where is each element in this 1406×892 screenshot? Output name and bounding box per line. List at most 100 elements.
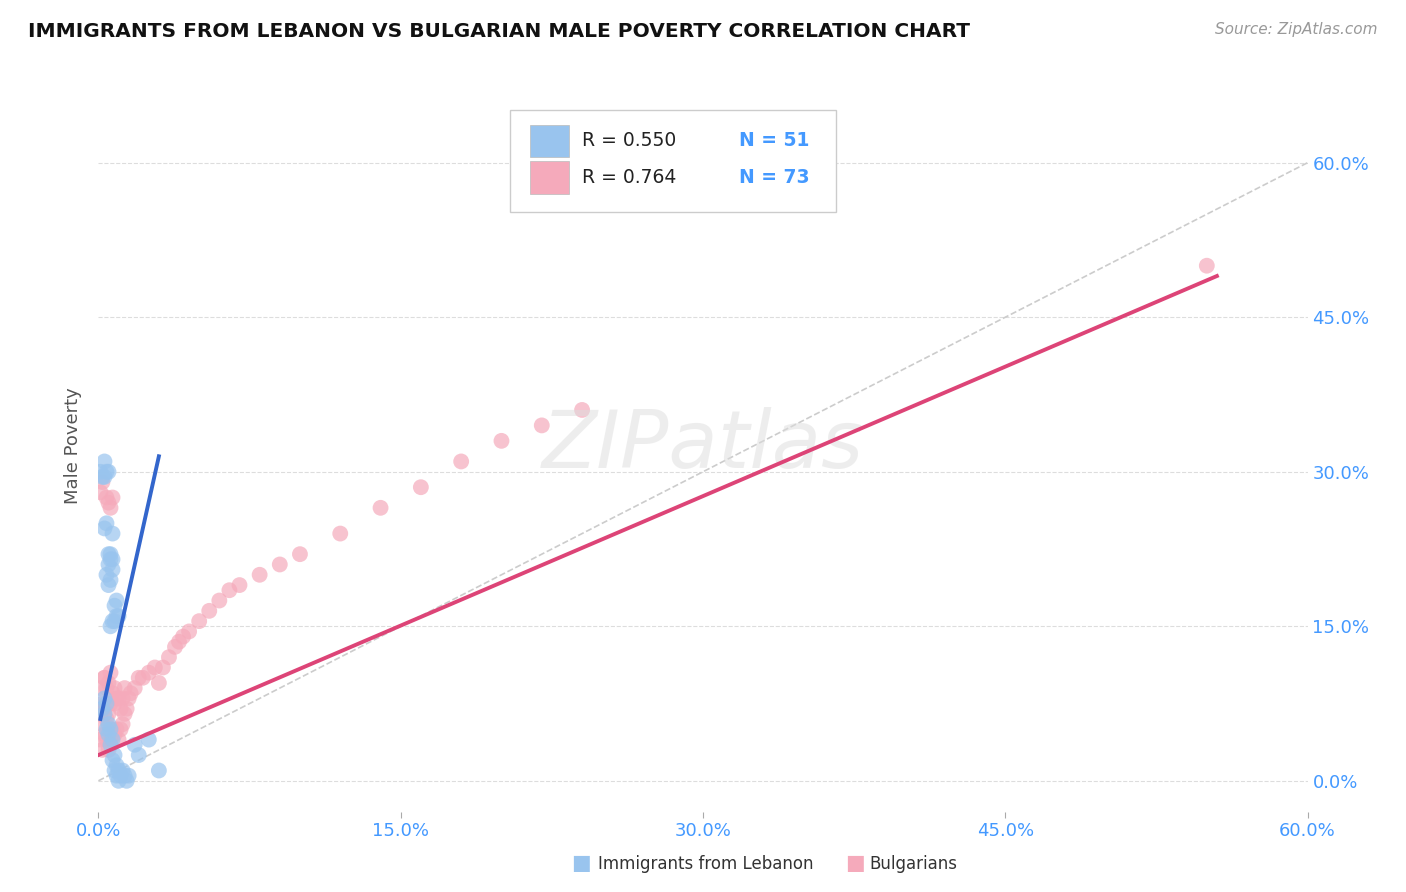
Point (105, 769, 128, 783)
Point (97, 717, 120, 731)
Text: Immigrants from Lebanon: Immigrants from Lebanon (598, 855, 813, 873)
Text: ZIPatlas: ZIPatlas (541, 407, 865, 485)
Point (370, 500, 392, 515)
Text: ■: ■ (571, 853, 591, 872)
Point (100, 697, 122, 711)
Point (91, 475, 114, 489)
Text: N = 73: N = 73 (740, 168, 810, 187)
Point (107, 773, 129, 788)
Point (114, 706, 136, 721)
Point (152, 660, 174, 674)
Point (111, 691, 134, 706)
Point (138, 732, 160, 747)
Point (96, 491, 118, 505)
Point (93, 454, 115, 468)
Point (103, 697, 125, 711)
Point (93, 702, 115, 716)
Point (101, 491, 124, 505)
Point (101, 723, 124, 737)
Point (93, 470, 115, 484)
Point (96, 732, 118, 747)
Text: ■: ■ (845, 853, 865, 872)
Point (105, 723, 128, 737)
Point (93, 671, 115, 685)
Point (89, 732, 111, 747)
Point (111, 717, 134, 731)
Point (97, 547, 120, 561)
Point (269, 558, 291, 572)
Point (118, 691, 141, 706)
Point (91, 717, 114, 731)
Point (97, 578, 120, 592)
Point (101, 732, 124, 747)
FancyBboxPatch shape (530, 125, 569, 158)
Point (97, 465, 120, 479)
Point (107, 764, 129, 778)
Point (96, 567, 118, 582)
Text: R = 0.764: R = 0.764 (582, 168, 676, 187)
Point (97, 496, 120, 510)
Point (120, 686, 142, 700)
Point (89, 485, 111, 500)
Point (571, 403, 593, 417)
Point (100, 665, 122, 680)
Point (100, 732, 122, 747)
Point (172, 630, 194, 644)
Text: N = 51: N = 51 (740, 131, 810, 151)
Point (93, 727, 115, 741)
Point (89, 706, 111, 721)
Point (89, 465, 111, 479)
Point (105, 593, 128, 607)
Point (91, 743, 114, 757)
Point (124, 738, 146, 752)
Point (110, 769, 132, 783)
Point (93, 691, 115, 706)
Point (97, 727, 120, 741)
Point (288, 547, 311, 561)
Point (100, 619, 122, 633)
Point (329, 526, 352, 541)
Text: Bulgarians: Bulgarians (869, 855, 957, 873)
Point (93, 521, 115, 535)
Point (132, 671, 155, 685)
Point (101, 563, 124, 577)
Y-axis label: Male Poverty: Male Poverty (65, 388, 83, 504)
Point (115, 773, 138, 788)
Point (101, 526, 124, 541)
Point (491, 434, 513, 448)
Point (100, 547, 122, 561)
FancyBboxPatch shape (509, 110, 837, 212)
Point (179, 624, 201, 639)
Point (110, 702, 132, 716)
Point (110, 723, 132, 737)
Point (1195, 259, 1218, 273)
Point (96, 465, 118, 479)
Point (218, 583, 240, 598)
Point (107, 609, 129, 624)
Point (91, 470, 114, 484)
Point (93, 671, 115, 685)
Point (249, 567, 271, 582)
Text: Source: ZipAtlas.com: Source: ZipAtlas.com (1215, 22, 1378, 37)
Point (96, 681, 118, 695)
Point (96, 712, 118, 726)
Point (124, 681, 146, 695)
Point (100, 500, 122, 515)
Point (96, 723, 118, 737)
Point (100, 552, 122, 566)
Point (97, 558, 120, 572)
Point (409, 480, 432, 494)
Point (107, 732, 129, 747)
FancyBboxPatch shape (530, 161, 569, 194)
Point (97, 676, 120, 690)
Point (163, 640, 186, 654)
Point (114, 769, 136, 783)
Text: R = 0.550: R = 0.550 (582, 131, 676, 151)
Point (143, 660, 166, 674)
Point (450, 454, 472, 468)
Point (97, 706, 120, 721)
Point (157, 650, 180, 665)
Point (97, 743, 120, 757)
Point (118, 769, 141, 783)
Point (148, 676, 170, 690)
